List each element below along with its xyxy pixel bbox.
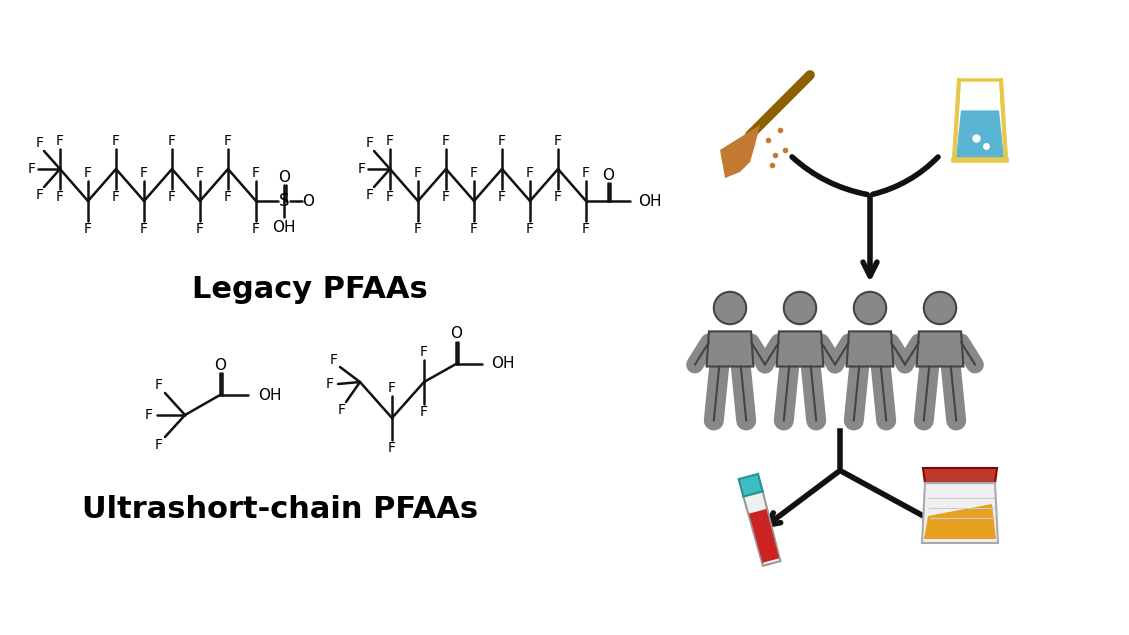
- Text: S: S: [279, 192, 289, 210]
- Text: O: O: [450, 326, 462, 342]
- Polygon shape: [917, 331, 963, 366]
- Polygon shape: [749, 509, 779, 563]
- Circle shape: [784, 292, 816, 324]
- Text: F: F: [526, 166, 534, 180]
- Text: F: F: [168, 190, 176, 204]
- Text: F: F: [386, 134, 394, 148]
- Text: F: F: [224, 190, 231, 204]
- Polygon shape: [956, 110, 1004, 158]
- Polygon shape: [954, 80, 1006, 160]
- Text: F: F: [498, 134, 506, 148]
- Text: OH: OH: [491, 356, 515, 371]
- Text: F: F: [252, 166, 260, 180]
- Text: F: F: [168, 134, 176, 148]
- Text: F: F: [554, 190, 562, 204]
- Polygon shape: [924, 468, 997, 483]
- Text: F: F: [196, 166, 204, 180]
- Text: F: F: [441, 134, 450, 148]
- Text: F: F: [366, 136, 374, 150]
- Text: F: F: [386, 190, 394, 204]
- Text: OH: OH: [638, 194, 662, 208]
- Text: O: O: [301, 194, 314, 208]
- Text: F: F: [155, 438, 163, 452]
- Text: F: F: [112, 134, 120, 148]
- Text: F: F: [441, 190, 450, 204]
- Text: F: F: [498, 190, 506, 204]
- Text: F: F: [326, 377, 334, 391]
- Polygon shape: [743, 491, 780, 566]
- Polygon shape: [720, 125, 760, 178]
- Text: F: F: [414, 166, 422, 180]
- Text: F: F: [366, 188, 374, 202]
- Text: F: F: [330, 353, 338, 367]
- Text: F: F: [196, 222, 204, 236]
- Text: F: F: [388, 381, 396, 395]
- Text: F: F: [112, 190, 120, 204]
- Text: F: F: [583, 222, 590, 236]
- Polygon shape: [847, 331, 893, 366]
- Text: F: F: [252, 222, 260, 236]
- Text: Ultrashort-chain PFAAs: Ultrashort-chain PFAAs: [82, 495, 478, 525]
- Polygon shape: [922, 483, 998, 543]
- Text: F: F: [28, 162, 36, 176]
- Text: F: F: [36, 188, 44, 202]
- Text: F: F: [388, 441, 396, 455]
- Text: OH: OH: [259, 387, 281, 403]
- Text: O: O: [602, 168, 614, 182]
- Text: F: F: [36, 136, 44, 150]
- Text: F: F: [84, 222, 91, 236]
- Text: F: F: [420, 405, 428, 419]
- Text: F: F: [140, 222, 148, 236]
- Polygon shape: [777, 331, 823, 366]
- Polygon shape: [924, 504, 996, 539]
- Polygon shape: [738, 474, 763, 497]
- Text: F: F: [84, 166, 91, 180]
- Text: F: F: [56, 134, 64, 148]
- Text: F: F: [554, 134, 562, 148]
- Text: F: F: [155, 378, 163, 392]
- Text: F: F: [338, 403, 345, 417]
- Text: F: F: [56, 190, 64, 204]
- Text: F: F: [470, 166, 478, 180]
- Circle shape: [854, 292, 886, 324]
- Text: F: F: [414, 222, 422, 236]
- Text: Legacy PFAAs: Legacy PFAAs: [192, 276, 428, 305]
- Text: F: F: [420, 345, 428, 359]
- Text: F: F: [224, 134, 231, 148]
- Text: F: F: [358, 162, 366, 176]
- Text: O: O: [215, 358, 226, 373]
- Text: F: F: [140, 166, 148, 180]
- Circle shape: [924, 292, 956, 324]
- Text: OH: OH: [272, 220, 296, 234]
- Text: F: F: [526, 222, 534, 236]
- Polygon shape: [707, 331, 753, 366]
- Circle shape: [714, 292, 746, 324]
- Text: F: F: [470, 222, 478, 236]
- Text: F: F: [583, 166, 590, 180]
- Text: O: O: [278, 170, 290, 185]
- Text: F: F: [145, 408, 154, 422]
